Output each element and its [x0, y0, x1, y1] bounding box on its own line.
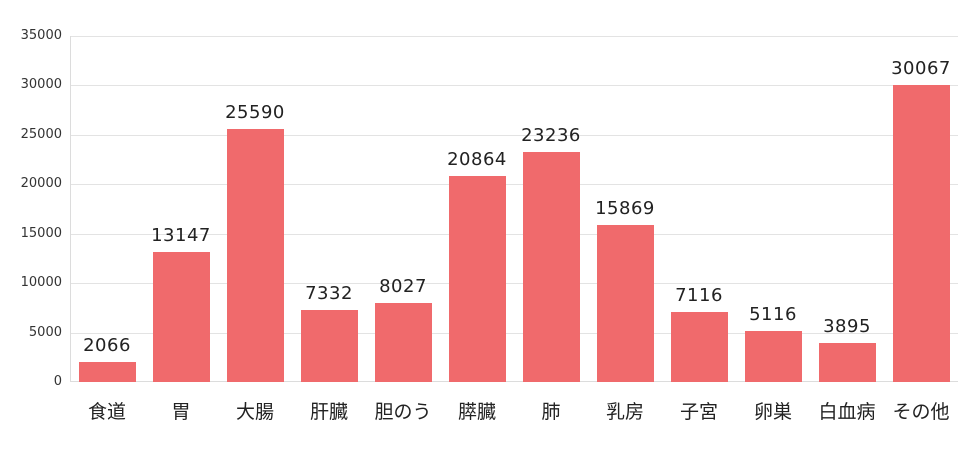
gridline	[71, 36, 958, 37]
x-tick-label: 胆のう	[374, 401, 432, 423]
x-tick-label: 乳房	[605, 401, 644, 423]
bar[interactable]	[226, 129, 284, 382]
bar-value-label: 2066	[83, 334, 131, 356]
x-tick-label: 食道	[87, 401, 126, 423]
y-tick-label: 35000	[20, 28, 62, 43]
baseline	[71, 381, 958, 382]
bar[interactable]	[818, 343, 876, 382]
x-tick-label: 胃	[171, 401, 191, 423]
gridline	[71, 283, 958, 285]
y-tick-label: 15000	[20, 225, 62, 241]
x-tick-label: 肺	[541, 401, 561, 423]
y-tick-label: 5000	[28, 324, 62, 340]
bar[interactable]	[448, 175, 506, 382]
gridline	[71, 332, 958, 334]
bar-value-label: 5116	[749, 304, 797, 326]
gridline	[71, 233, 958, 235]
plot-area	[70, 36, 958, 382]
y-tick-label: 25000	[20, 126, 62, 142]
y-tick-label: 20000	[20, 176, 62, 192]
x-tick-label: 大腸	[235, 401, 274, 423]
x-tick-label: その他	[892, 401, 950, 423]
bar-value-label: 25590	[225, 102, 285, 124]
x-tick-label: 卵巣	[753, 401, 792, 423]
bar-value-label: 23236	[521, 125, 581, 147]
bar-value-label: 20864	[447, 148, 507, 170]
x-tick-label: 子宮	[679, 401, 718, 423]
bar[interactable]	[522, 152, 580, 382]
bar[interactable]	[744, 331, 802, 382]
bar-value-label: 7116	[675, 284, 723, 306]
y-tick-label: 0	[53, 374, 62, 389]
y-tick-label: 30000	[20, 77, 62, 93]
bar-value-label: 7332	[305, 282, 353, 304]
bar-value-label: 30067	[891, 57, 951, 79]
x-tick-label: 肝臓	[309, 401, 348, 423]
bar-value-label: 8027	[379, 275, 427, 297]
bar[interactable]	[374, 302, 432, 382]
bar-value-label: 13147	[151, 225, 211, 247]
bar-value-label: 3895	[823, 316, 871, 338]
gridline	[71, 85, 958, 87]
bar-value-label: 15869	[595, 198, 655, 220]
bar[interactable]	[670, 311, 728, 382]
bar[interactable]	[596, 225, 654, 382]
x-tick-label: 白血病	[818, 401, 876, 423]
bar[interactable]	[892, 84, 950, 382]
y-tick-label: 10000	[20, 275, 62, 291]
gridline	[71, 134, 958, 136]
bar[interactable]	[78, 361, 136, 382]
bar[interactable]	[300, 309, 358, 382]
gridline	[71, 184, 958, 186]
bar[interactable]	[152, 252, 210, 382]
x-tick-label: 膵臓	[457, 401, 496, 423]
